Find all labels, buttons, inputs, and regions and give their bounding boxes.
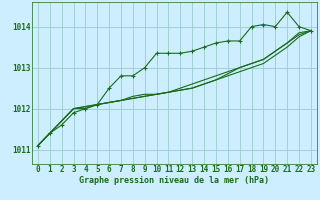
- X-axis label: Graphe pression niveau de la mer (hPa): Graphe pression niveau de la mer (hPa): [79, 176, 269, 185]
